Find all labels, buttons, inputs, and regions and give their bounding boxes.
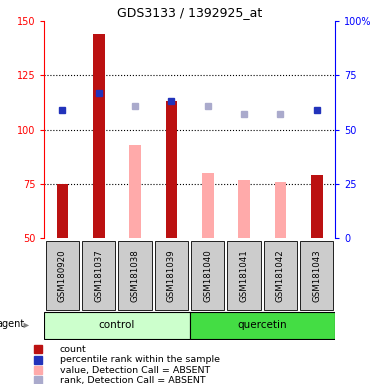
Bar bbox=[275, 182, 286, 238]
Text: GSM181038: GSM181038 bbox=[131, 249, 140, 302]
Text: GSM181039: GSM181039 bbox=[167, 249, 176, 302]
Bar bbox=[264, 242, 297, 310]
Bar bbox=[238, 179, 250, 238]
Text: GSM181043: GSM181043 bbox=[312, 249, 321, 302]
Bar bbox=[93, 34, 105, 238]
Bar bbox=[119, 242, 152, 310]
Text: GSM181040: GSM181040 bbox=[203, 249, 212, 302]
Text: GSM181037: GSM181037 bbox=[94, 249, 103, 302]
Bar bbox=[46, 242, 79, 310]
Bar bbox=[202, 173, 214, 238]
Text: control: control bbox=[99, 320, 135, 331]
Bar bbox=[191, 242, 224, 310]
Bar bbox=[129, 145, 141, 238]
Bar bbox=[166, 101, 177, 238]
Bar bbox=[311, 175, 323, 238]
Text: GSM181041: GSM181041 bbox=[239, 249, 249, 302]
Text: agent: agent bbox=[0, 319, 24, 329]
Text: count: count bbox=[60, 345, 87, 354]
Text: quercetin: quercetin bbox=[238, 320, 287, 331]
Bar bbox=[190, 312, 335, 339]
Bar bbox=[57, 184, 68, 238]
Bar bbox=[82, 242, 116, 310]
Bar bbox=[228, 242, 261, 310]
Title: GDS3133 / 1392925_at: GDS3133 / 1392925_at bbox=[117, 5, 262, 18]
Bar bbox=[44, 312, 190, 339]
Bar bbox=[155, 242, 188, 310]
Bar bbox=[300, 242, 333, 310]
Text: GSM181042: GSM181042 bbox=[276, 249, 285, 302]
Text: GSM180920: GSM180920 bbox=[58, 249, 67, 302]
Text: value, Detection Call = ABSENT: value, Detection Call = ABSENT bbox=[60, 366, 210, 374]
Text: rank, Detection Call = ABSENT: rank, Detection Call = ABSENT bbox=[60, 376, 205, 384]
Text: percentile rank within the sample: percentile rank within the sample bbox=[60, 356, 220, 364]
